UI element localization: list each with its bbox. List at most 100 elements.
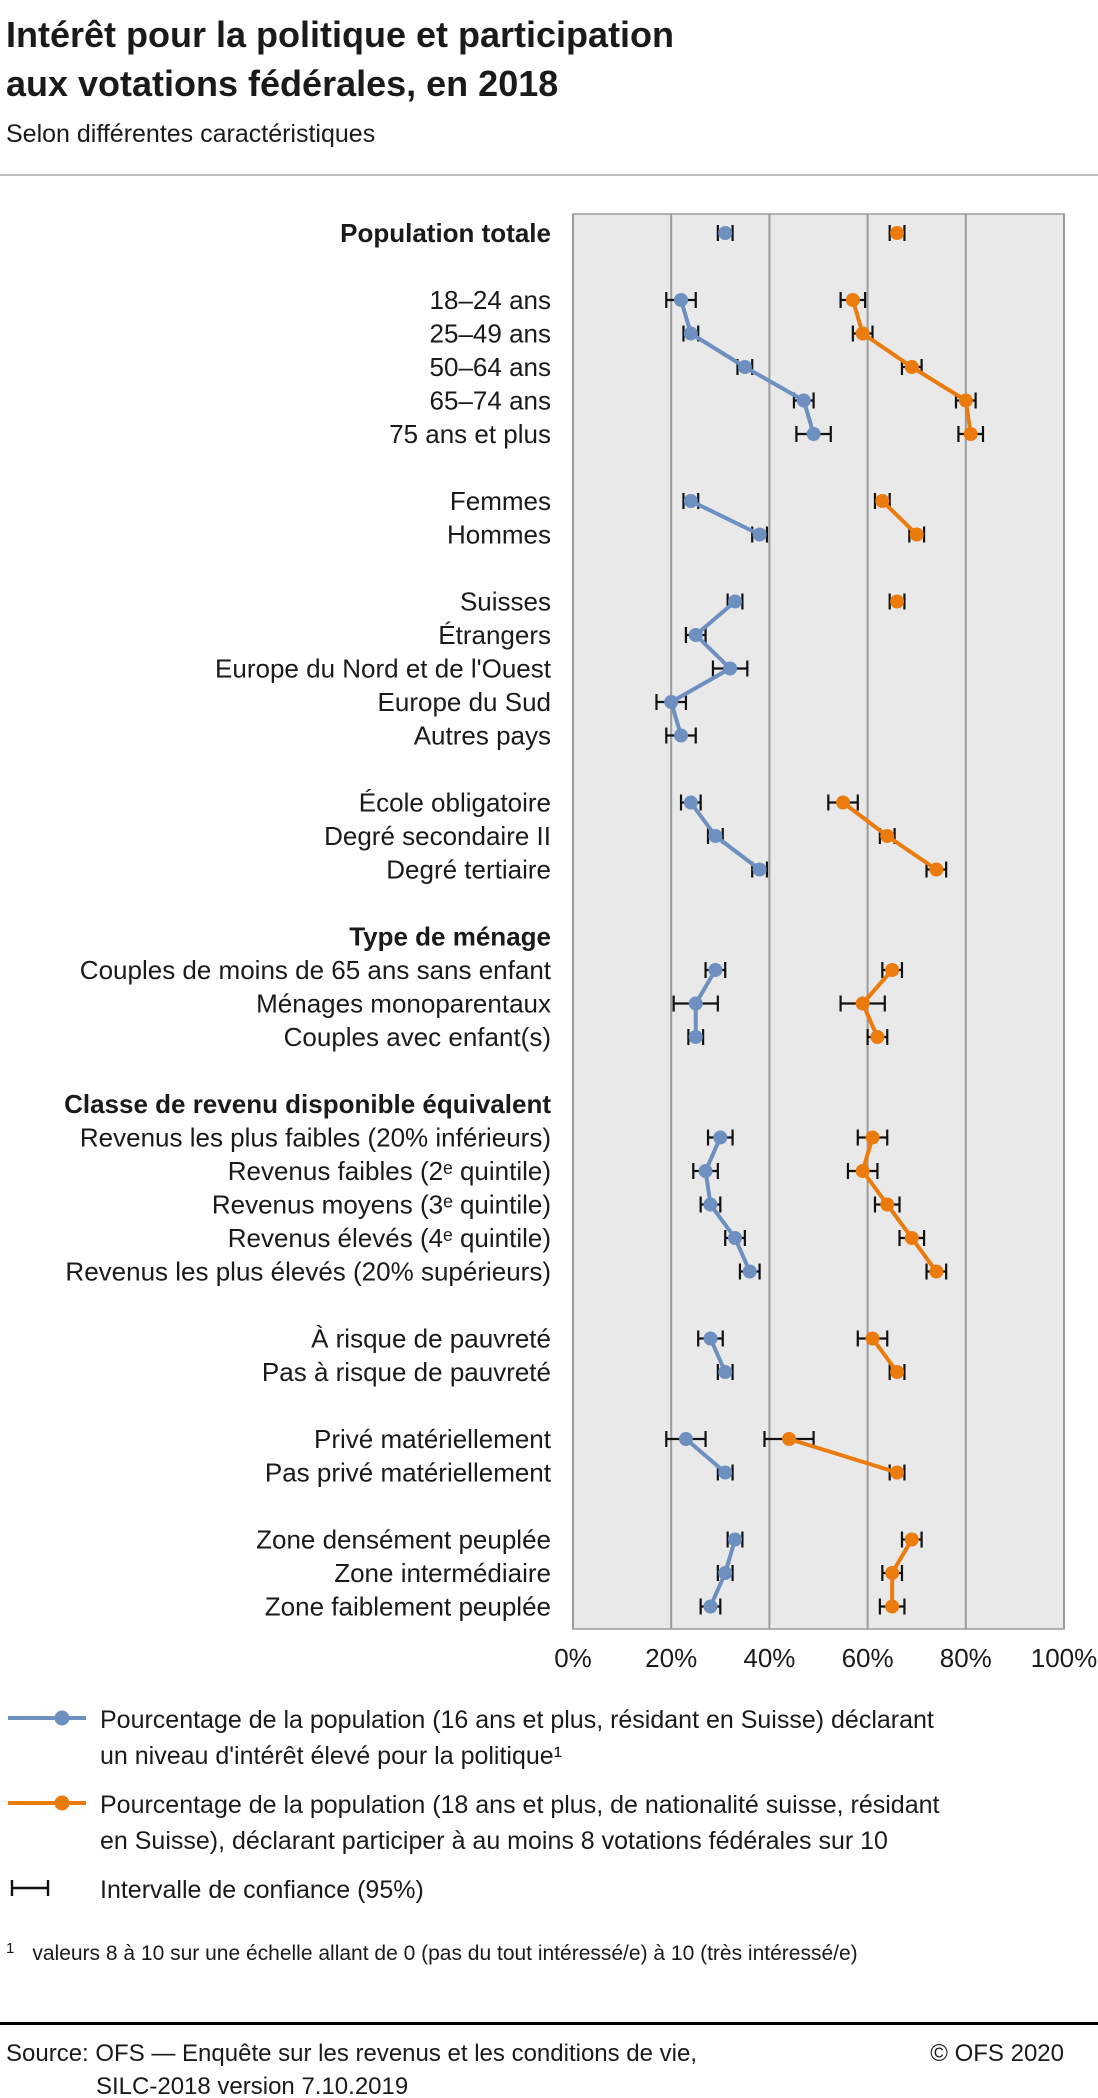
- point-interest: [683, 326, 698, 341]
- row-label: 65–74 ans: [430, 386, 551, 416]
- point-interest: [723, 661, 738, 676]
- row-label: Pas privé matériellement: [265, 1458, 552, 1488]
- point-interest: [742, 1264, 757, 1279]
- point-participation: [855, 326, 870, 341]
- category-header-label: Type de ménage: [349, 922, 551, 952]
- legend: Pourcentage de la population (16 ans et …: [6, 1702, 1094, 1908]
- footer: Source: OFS — Enquête sur les revenus et…: [0, 2022, 1098, 2098]
- x-tick-label: 40%: [743, 1643, 795, 1673]
- point-interest: [718, 1465, 733, 1480]
- row-label: 25–49 ans: [430, 319, 551, 349]
- point-interest: [752, 862, 767, 877]
- legend-item-confidence-interval: Intervalle de confiance (95%): [6, 1872, 1094, 1908]
- point-interest: [703, 1599, 718, 1614]
- row-label: Revenus faibles (2ᵉ quintile): [228, 1156, 551, 1186]
- row-label: École obligatoire: [359, 788, 551, 818]
- point-interest: [728, 1231, 743, 1245]
- page-title-line1: Intérêt pour la politique et participati…: [6, 14, 675, 55]
- header-divider: [0, 174, 1098, 176]
- series-line-participation: [880, 499, 919, 536]
- footnote: 1 valeurs 8 à 10 sur une échelle allant d…: [6, 1940, 1092, 1970]
- x-tick-label: 60%: [842, 1643, 894, 1673]
- row-label: Couples avec enfant(s): [284, 1022, 551, 1052]
- line-dot-icon: [8, 1710, 86, 1726]
- row-label: 18–24 ans: [430, 285, 551, 315]
- point-participation: [855, 1164, 870, 1178]
- point-interest: [752, 527, 767, 542]
- point-interest: [728, 594, 743, 609]
- row-label: 75 ans et plus: [389, 419, 551, 449]
- point-participation: [885, 963, 900, 977]
- source-line1: Source: OFS — Enquête sur les revenus et…: [6, 2040, 698, 2067]
- point-participation: [963, 427, 978, 441]
- row-label: Europe du Sud: [378, 687, 551, 717]
- point-participation: [885, 1566, 900, 1580]
- point-participation: [870, 1030, 885, 1044]
- point-interest: [708, 963, 723, 977]
- point-interest: [688, 996, 703, 1011]
- row-label: Revenus les plus élevés (20% supérieurs): [65, 1257, 551, 1287]
- error-bar-icon: [10, 1880, 50, 1896]
- point-participation: [855, 996, 870, 1011]
- row-label: Revenus élevés (4ᵉ quintile): [228, 1223, 551, 1253]
- point-interest: [703, 1197, 718, 1212]
- row-label: Pas à risque de pauvreté: [262, 1357, 551, 1387]
- point-interest: [674, 728, 689, 743]
- interest-legend-text: Pourcentage de la population (16 ans et …: [100, 1702, 934, 1774]
- participation-legend-text: Pourcentage de la population (18 ans et …: [100, 1787, 939, 1859]
- point-participation: [782, 1432, 797, 1446]
- plot-panel: [572, 213, 1065, 1630]
- point-interest: [796, 393, 811, 408]
- row-label: Couples de moins de 65 ans sans enfant: [80, 955, 552, 985]
- point-participation: [865, 1130, 880, 1145]
- point-interest: [678, 1432, 693, 1446]
- point-interest: [713, 1130, 728, 1145]
- category-header-label: Classe de revenu disponible équivalent: [64, 1089, 551, 1119]
- point-interest: [664, 695, 679, 709]
- row-label: Étrangers: [438, 620, 551, 650]
- legend-item-participation: Pourcentage de la population (18 ans et …: [6, 1787, 1094, 1859]
- row-label: Zone intermédiaire: [334, 1558, 551, 1588]
- row-label: 50–64 ans: [430, 352, 551, 382]
- point-interest: [683, 494, 698, 508]
- row-label: Suisses: [460, 587, 551, 617]
- confidence-interval-label: Intervalle de confiance (95%): [100, 1876, 424, 1904]
- point-participation: [929, 1264, 944, 1279]
- interest-legend-line2: un niveau d'intérêt élevé pour la politi…: [100, 1742, 563, 1770]
- point-interest: [737, 360, 752, 374]
- point-interest: [688, 1030, 703, 1044]
- source-block: Source: OFS — Enquête sur les revenus et…: [6, 2037, 697, 2098]
- page-subtitle: Selon différentes caractéristiques: [6, 120, 376, 148]
- row-label: Ménages monoparentaux: [256, 989, 551, 1019]
- participation-legend-line1: Pourcentage de la population (18 ans et …: [100, 1791, 940, 1819]
- row-label: Degré secondaire II: [324, 821, 551, 851]
- point-participation: [904, 1231, 919, 1245]
- dot-plot-chart: 0% 20% 40% 60% 80% 100% Population totale 18–24…: [64, 213, 1098, 1673]
- footnote-marker: 1: [6, 1940, 15, 1957]
- point-participation: [958, 393, 973, 408]
- participation-legend-line2: en Suisse), déclarant participer à au mo…: [100, 1827, 888, 1855]
- row-label: Degré tertiaire: [386, 855, 551, 885]
- row-label: Femmes: [450, 486, 551, 516]
- participation-series-symbol: [6, 1787, 100, 1819]
- row-label: Autres pays: [414, 721, 551, 751]
- copyright: © OFS 2020: [930, 2040, 1064, 2067]
- point-interest: [698, 1164, 713, 1178]
- point-interest: [728, 1532, 743, 1547]
- x-tick-label: 0%: [554, 1643, 592, 1673]
- point-participation: [904, 360, 919, 374]
- confidence-interval-symbol: [6, 1872, 100, 1904]
- point-interest: [806, 427, 821, 441]
- row-label: Hommes: [447, 520, 551, 550]
- point-participation: [845, 293, 860, 307]
- point-interest: [688, 628, 703, 642]
- confidence-interval-legend-text: Intervalle de confiance (95%): [100, 1872, 424, 1908]
- point-interest: [674, 293, 689, 307]
- point-interest: [718, 1566, 733, 1580]
- page-title: Intérêt pour la politique et participati…: [6, 10, 1092, 108]
- x-tick-label: 100%: [1031, 1643, 1098, 1673]
- point-participation: [865, 1331, 880, 1346]
- legend-item-interest: Pourcentage de la population (16 ans et …: [6, 1702, 1094, 1774]
- point-participation: [890, 1465, 905, 1480]
- point-interest: [718, 1365, 733, 1379]
